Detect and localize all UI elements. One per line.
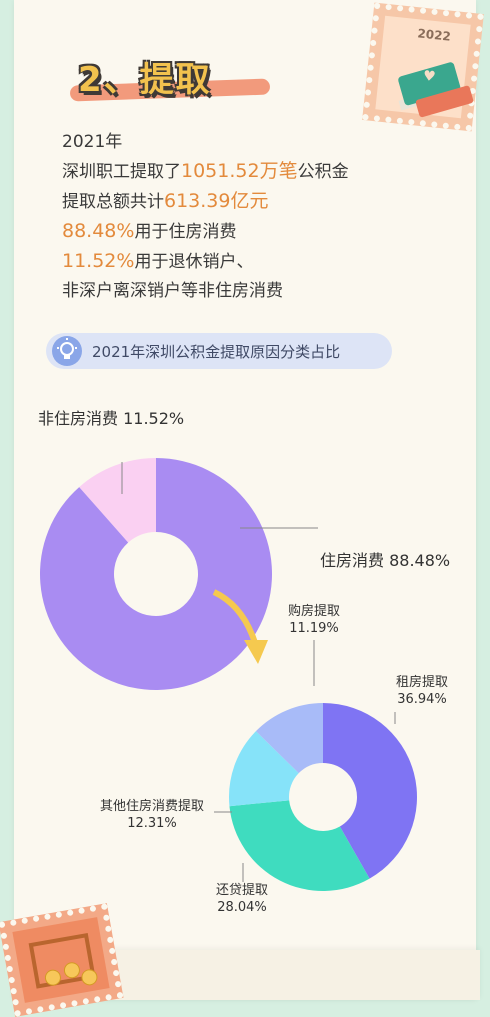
section-title-text: 2、提取 [78,60,212,100]
summary-line-4: 88.48%用于住房消费 [62,220,237,242]
arrow-head-icon [244,640,268,664]
summary-text: 2021年 深圳职工提取了1051.52万笔公积金 提取总额共计613.39亿元… [62,128,349,306]
label-rent-value: 36.94% [397,692,447,707]
summary-line-6: 非深户离深销户等非住房消费 [62,281,283,301]
donut-slice-4 [255,703,323,774]
label-purchase-name: 购房提取 [288,603,340,619]
section-title: 2、提取 [69,52,271,102]
donut-slice-2 [40,458,273,690]
label-non-housing: 非住房消费 11.52% [38,409,184,428]
withdraw-count: 1051.52万笔 [181,160,298,182]
non-housing-share: 11.52% [62,250,135,272]
label-other-value: 12.31% [127,816,177,831]
summary-line-5: 11.52%用于退休销户、 [62,250,254,272]
housing-donut-chart: 购房提取 11.19% 租房提取 36.94% 其他住房消费提取 12.31% 还贷提取 28… [100,603,448,915]
chart-subtitle: 2021年深圳公积金提取原因分类占比 [46,333,392,369]
main-donut-chart: 非住房消费 11.52% 住房消费 88.48% [38,409,450,690]
label-loan-name: 还贷提取 [216,882,268,898]
donut-slice-1 [323,703,417,879]
label-other-name: 其他住房消费提取 [100,798,204,814]
label-purchase-value: 11.19% [289,621,339,636]
label-loan-value: 28.04% [217,900,267,915]
summary-line-2: 深圳职工提取了1051.52万笔公积金 [62,160,349,182]
donut-slice-3 [229,731,299,807]
donut-slice-2 [229,800,370,892]
lightbulb-icon [52,336,82,366]
label-rent-name: 租房提取 [396,674,448,690]
label-housing: 住房消费 88.48% [320,551,450,570]
withdraw-total: 613.39亿元 [164,190,269,212]
chart-subtitle-text: 2021年深圳公积金提取原因分类占比 [92,343,341,361]
housing-share: 88.48% [62,220,135,242]
summary-line-3: 提取总额共计613.39亿元 [62,190,269,212]
summary-line-1: 2021年 [62,132,123,152]
donut-slice-1 [79,458,156,543]
arrow-icon [212,589,259,647]
